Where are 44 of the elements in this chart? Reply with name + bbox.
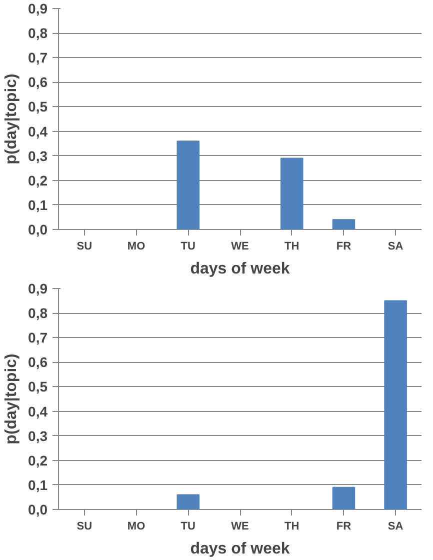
y-axis-title: p(day|topic)	[3, 74, 20, 164]
y-tick-label: 0,8	[28, 305, 48, 322]
y-tick-label: 0,6	[28, 74, 48, 90]
y-tick-label: 0,9	[28, 0, 48, 16]
bar	[176, 140, 200, 230]
y-tick-label: 0,1	[28, 196, 48, 213]
bar	[384, 300, 407, 510]
y-tick-label: 0,6	[28, 354, 48, 370]
bar	[332, 219, 356, 230]
y-tick-label: 0,1	[28, 476, 48, 493]
x-axis-title: days of week	[190, 540, 290, 558]
y-tick-label: 0,7	[28, 330, 48, 346]
y-tick-label: 0,0	[28, 222, 48, 238]
y-tick-label: 0,3	[28, 148, 48, 164]
bar	[332, 486, 356, 510]
y-tick-label: 0,3	[28, 428, 48, 444]
x-axis-title: days of week	[190, 260, 290, 278]
x-tick-label: SA	[388, 520, 404, 532]
x-tick-label: TU	[180, 520, 196, 532]
y-axis-title: p(day|topic)	[3, 354, 20, 444]
y-tick-label: 0,0	[28, 502, 48, 518]
x-tick-label: FR	[336, 520, 352, 532]
y-tick-label: 0,4	[28, 403, 48, 420]
y-tick-label: 0,9	[28, 280, 48, 296]
y-tick-label: 0,7	[28, 50, 48, 66]
x-tick-label: MO	[127, 240, 146, 252]
y-tick-label: 0,2	[28, 172, 48, 188]
x-tick-label: FR	[336, 240, 352, 252]
x-tick-label: WE	[231, 520, 249, 532]
x-tick-label: SA	[388, 240, 404, 252]
y-tick-label: 0,4	[28, 123, 48, 140]
x-tick-label: WE	[231, 240, 249, 252]
x-tick-label: MO	[127, 520, 146, 532]
y-tick-label: 0,2	[28, 452, 48, 468]
y-tick-label: 0,8	[28, 25, 48, 42]
x-tick-label: SU	[76, 240, 92, 252]
x-tick-label: TU	[180, 240, 196, 252]
y-tick-label: 0,5	[28, 378, 48, 395]
x-tick-label: SU	[76, 520, 92, 532]
bar	[176, 494, 200, 510]
x-tick-label: TH	[284, 520, 300, 532]
bar	[280, 158, 304, 230]
x-tick-label: TH	[284, 240, 300, 252]
y-tick-label: 0,5	[28, 98, 48, 115]
